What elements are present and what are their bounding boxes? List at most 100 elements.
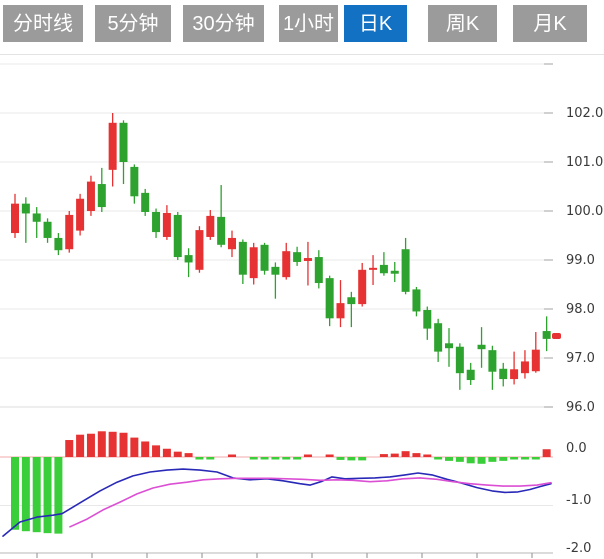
candle-body [141,192,150,212]
macd-histogram-bar [54,457,63,534]
macd-histogram-bar [11,457,19,530]
candle-body [32,213,41,222]
candle-body [238,241,247,275]
macd-histogram-bar [271,457,280,460]
price-axis-label: 101.0 [566,155,603,170]
candle-body [76,198,85,231]
candle-body [11,203,19,234]
tab-月K[interactable]: 月K [513,5,587,42]
macd-histogram-bar [347,457,356,461]
macd-dif-line [2,468,552,537]
candle-body [325,278,334,319]
candle-body [434,323,443,352]
macd-histogram-bar [499,457,508,461]
candle-body [65,214,74,250]
macd-histogram-bar [303,454,312,457]
macd-axis-label: 0.0 [566,441,587,456]
candle-body [347,297,356,305]
macd-histogram-bar [477,457,486,464]
macd-histogram-bar [390,453,399,457]
macd-dea-line [69,477,552,528]
price-axis-label: 98.0 [566,302,595,317]
candle-body [271,266,280,275]
macd-histogram-bar [488,457,497,462]
candle-body [173,214,182,258]
macd-axis-label: -2.0 [566,541,591,556]
macd-histogram-bar [542,449,551,457]
macd-histogram-bar [531,457,540,460]
tabbar-separator [0,54,604,55]
macd-histogram-bar [336,457,345,460]
macd-histogram-bar [423,454,432,457]
candle-body [401,249,410,292]
candle-body [336,303,345,319]
candle-body [542,331,551,339]
macd-histogram-bar [325,454,334,457]
candle-body [358,269,367,305]
macd-histogram-bar [401,451,410,457]
candle-body [260,244,269,271]
candle-body [152,211,161,233]
candle-body [445,343,453,349]
candle-body [510,369,519,380]
candle-body [520,361,529,374]
macd-histogram-bar [97,431,106,457]
last-price-marker [552,332,561,339]
tab-分时线[interactable]: 分时线 [3,5,83,42]
candle-body [303,258,312,261]
candle-body [390,270,399,274]
price-axis-label: 102.0 [566,106,603,121]
candle-body [184,255,193,263]
macd-histogram-bar [466,457,475,464]
candle-body [369,267,378,270]
candle-body [488,350,497,372]
macd-histogram-bar [206,457,215,460]
candle-body [130,166,139,197]
candlestick-chart-canvas[interactable]: 102.0 101.0 100.0 99.0 98.0 97.0 96.0 0.0 -1.0 -2… [0,55,604,559]
tab-日K[interactable]: 日K [344,5,407,42]
candle-body [466,369,475,381]
candle-body [43,221,52,238]
macd-histogram-bar [184,453,193,457]
macd-histogram-bar [162,448,171,457]
tab-30分钟[interactable]: 30分钟 [183,5,264,42]
macd-histogram-bar [195,457,204,460]
tab-1小时[interactable]: 1小时 [279,5,338,42]
macd-histogram-bar [249,457,258,460]
macd-histogram-bar [228,454,236,457]
macd-histogram-bar [119,432,128,457]
candle-body [499,368,508,380]
macd-histogram-bar [76,434,85,457]
candle-body [455,346,464,374]
macd-histogram-bar [173,451,182,457]
candle-body [21,203,30,214]
price-axis-label: 99.0 [566,253,595,268]
candle-body [379,264,388,274]
macd-histogram-bar [412,453,421,457]
candle-body [108,122,117,170]
macd-histogram-bar [293,457,302,460]
candle-body [97,184,106,208]
price-axis-label: 96.0 [566,400,595,415]
candle-body [206,215,215,237]
macd-histogram-bar [32,457,41,533]
tab-5分钟[interactable]: 5分钟 [95,5,171,42]
tab-周K[interactable]: 周K [428,5,497,42]
candle-body [282,251,291,278]
candle-body [477,344,486,350]
candle-body [195,230,204,270]
candle-body [531,349,540,372]
macd-histogram-bar [358,457,367,461]
macd-histogram-bar [260,457,269,460]
candle-body [423,309,432,329]
candle-body [54,237,63,251]
macd-histogram-bar [152,445,161,457]
macd-histogram-bar [434,457,443,460]
macd-histogram-bar [130,437,139,457]
candle-body [217,216,226,245]
candle-body [162,212,171,237]
macd-histogram-bar [86,433,95,457]
macd-histogram-bar [379,454,388,457]
macd-histogram-bar [510,457,519,460]
